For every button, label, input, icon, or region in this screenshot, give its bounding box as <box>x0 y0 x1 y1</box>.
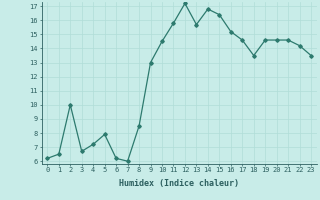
X-axis label: Humidex (Indice chaleur): Humidex (Indice chaleur) <box>119 179 239 188</box>
